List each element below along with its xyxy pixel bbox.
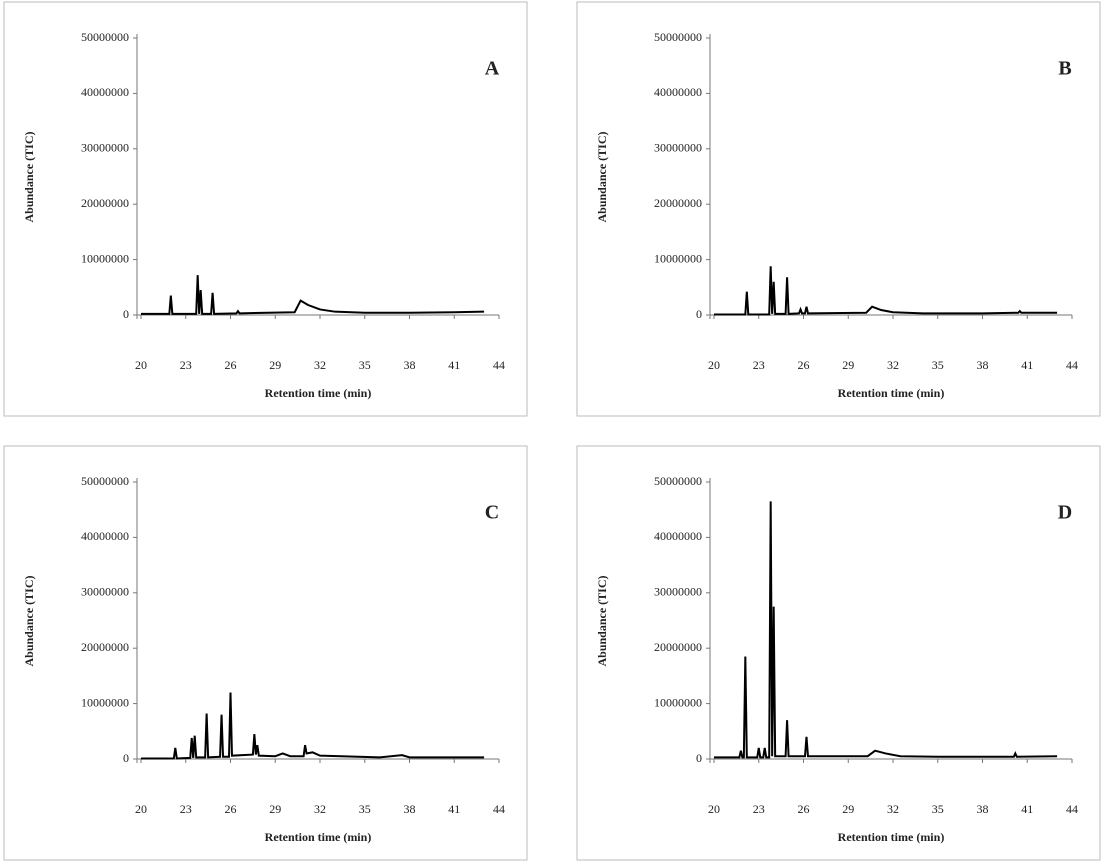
y-tick-label: 20000000 [654, 640, 702, 654]
x-tick-label: 23 [180, 358, 192, 372]
y-tick-label: 20000000 [81, 196, 129, 210]
panel-label: B [1058, 58, 1071, 80]
y-tick-label: 30000000 [81, 585, 129, 599]
x-tick-label: 38 [404, 802, 416, 816]
chromatogram-line [141, 692, 485, 760]
y-axis-title: Abundance (TIC) [22, 131, 36, 222]
x-tick-label: 23 [753, 802, 765, 816]
y-axis-title: Abundance (TIC) [595, 575, 609, 666]
x-tick-label: 38 [404, 358, 416, 372]
y-tick-label: 50000000 [81, 30, 129, 44]
x-axis-title: Retention time (min) [838, 386, 945, 400]
x-tick-label: 26 [225, 802, 237, 816]
y-tick-label: 40000000 [654, 85, 702, 99]
x-tick-label: 29 [842, 802, 854, 816]
x-axis-title: Retention time (min) [838, 830, 945, 844]
chromatogram-line [714, 501, 1058, 759]
chromatogram-line [141, 275, 485, 315]
y-tick-label: 0 [123, 307, 129, 321]
y-tick-label: 50000000 [654, 474, 702, 488]
x-axis-title: Retention time (min) [265, 386, 372, 400]
x-tick-label: 44 [493, 358, 505, 372]
y-tick-label: 50000000 [81, 474, 129, 488]
y-tick-label: 30000000 [654, 141, 702, 155]
y-tick-label: 50000000 [654, 30, 702, 44]
y-tick-label: 20000000 [654, 196, 702, 210]
x-tick-label: 35 [932, 358, 944, 372]
x-tick-label: 35 [359, 358, 371, 372]
x-tick-label: 29 [269, 802, 281, 816]
x-tick-label: 32 [887, 358, 899, 372]
x-tick-label: 20 [708, 802, 720, 816]
x-tick-label: 35 [359, 802, 371, 816]
y-tick-label: 40000000 [654, 529, 702, 543]
panel-frame [3, 445, 528, 861]
x-tick-label: 20 [708, 358, 720, 372]
chromatogram-line [714, 266, 1058, 316]
x-tick-label: 26 [798, 358, 810, 372]
y-axis-title: Abundance (TIC) [22, 575, 36, 666]
x-tick-label: 38 [977, 802, 989, 816]
y-tick-label: 0 [123, 751, 129, 765]
y-tick-label: 30000000 [81, 141, 129, 155]
panel-label: C [485, 502, 499, 524]
x-tick-label: 20 [135, 358, 147, 372]
x-tick-label: 44 [1066, 802, 1078, 816]
y-tick-label: 40000000 [81, 85, 129, 99]
y-tick-label: 0 [696, 751, 702, 765]
panel-frame [576, 445, 1101, 861]
x-tick-label: 20 [135, 802, 147, 816]
panel-label: A [485, 58, 500, 80]
x-tick-label: 32 [887, 802, 899, 816]
x-tick-label: 29 [842, 358, 854, 372]
x-tick-label: 32 [314, 358, 326, 372]
y-axis-title: Abundance (TIC) [595, 131, 609, 222]
y-tick-label: 10000000 [81, 695, 129, 709]
x-tick-label: 23 [753, 358, 765, 372]
x-tick-label: 26 [798, 802, 810, 816]
x-tick-label: 44 [1066, 358, 1078, 372]
x-tick-label: 41 [1021, 358, 1033, 372]
x-tick-label: 41 [448, 358, 460, 372]
x-axis-title: Retention time (min) [265, 830, 372, 844]
y-tick-label: 10000000 [654, 251, 702, 265]
x-tick-label: 26 [225, 358, 237, 372]
x-tick-label: 29 [269, 358, 281, 372]
x-tick-label: 23 [180, 802, 192, 816]
x-tick-label: 32 [314, 802, 326, 816]
x-tick-label: 41 [1021, 802, 1033, 816]
panel-frame [3, 1, 528, 417]
x-tick-label: 38 [977, 358, 989, 372]
y-tick-label: 40000000 [81, 529, 129, 543]
y-tick-label: 10000000 [654, 695, 702, 709]
x-tick-label: 35 [932, 802, 944, 816]
panel-label: D [1058, 502, 1072, 524]
y-tick-label: 0 [696, 307, 702, 321]
x-tick-label: 41 [448, 802, 460, 816]
panel-frame [576, 1, 1101, 417]
x-tick-label: 44 [493, 802, 505, 816]
y-tick-label: 20000000 [81, 640, 129, 654]
y-tick-label: 10000000 [81, 251, 129, 265]
y-tick-label: 30000000 [654, 585, 702, 599]
